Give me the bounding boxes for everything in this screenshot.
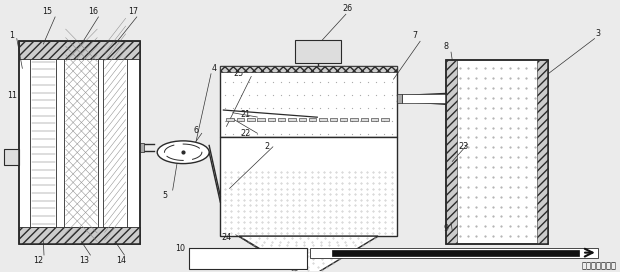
Text: 25: 25 (234, 69, 244, 78)
Text: 16: 16 (89, 7, 99, 16)
Circle shape (157, 141, 209, 163)
Bar (268, 118, 275, 122)
Text: 24: 24 (221, 233, 231, 242)
Bar (237, 118, 244, 122)
Text: 7: 7 (412, 31, 418, 40)
Text: 4: 4 (211, 64, 216, 73)
Bar (220, 66, 397, 137)
Text: 26: 26 (342, 4, 352, 13)
Bar (360, 118, 368, 122)
Bar (332, 250, 579, 256)
Bar (309, 118, 316, 122)
Text: 14: 14 (117, 256, 126, 265)
Polygon shape (239, 236, 378, 272)
Bar (19, 41, 140, 244)
Bar (226, 118, 234, 122)
Text: 11: 11 (7, 91, 17, 100)
Bar (299, 118, 306, 122)
Bar (4, 149, 19, 165)
Bar (294, 40, 341, 63)
Bar (402, 94, 446, 103)
Bar (446, 60, 548, 244)
Bar (397, 94, 402, 103)
Text: 1: 1 (9, 31, 14, 40)
Bar (278, 118, 285, 122)
Bar (104, 59, 127, 227)
Text: 17: 17 (128, 7, 139, 16)
Bar (330, 118, 337, 122)
Text: 15: 15 (42, 7, 52, 16)
Bar (257, 118, 265, 122)
Text: 23: 23 (458, 142, 469, 151)
Bar (64, 59, 99, 227)
Text: 5: 5 (162, 191, 167, 200)
Text: 排至污水处理厂: 排至污水处理厂 (581, 261, 616, 270)
Bar (189, 248, 307, 268)
Bar (446, 60, 457, 244)
Bar (220, 137, 397, 236)
Bar (371, 118, 378, 122)
Text: 3: 3 (595, 29, 600, 38)
Bar (19, 41, 140, 59)
Text: 9: 9 (443, 224, 449, 233)
Bar (247, 118, 255, 122)
Text: 8: 8 (443, 42, 449, 51)
Text: 10: 10 (175, 244, 185, 253)
Bar (30, 59, 56, 227)
Text: 2: 2 (264, 142, 269, 151)
Bar (340, 118, 347, 122)
Text: 22: 22 (240, 129, 250, 138)
Bar (19, 41, 140, 244)
Text: 6: 6 (193, 126, 198, 135)
Bar (140, 143, 144, 152)
Bar (220, 66, 397, 72)
Bar (446, 60, 548, 244)
Bar (319, 118, 327, 122)
Text: 21: 21 (240, 110, 250, 119)
Text: 13: 13 (79, 256, 89, 265)
Bar (381, 118, 389, 122)
Text: 12: 12 (33, 256, 43, 265)
Bar (537, 60, 548, 244)
Bar (288, 118, 296, 122)
Bar (19, 227, 140, 244)
Bar (350, 118, 358, 122)
Bar (310, 248, 598, 258)
